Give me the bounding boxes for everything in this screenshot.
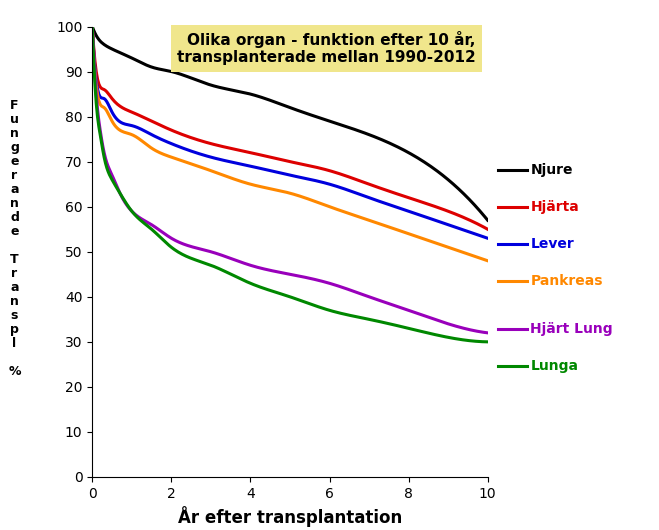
X-axis label: År efter transplantation: År efter transplantation — [178, 506, 402, 527]
Text: Lunga: Lunga — [530, 359, 579, 373]
Text: Hjärt Lung: Hjärt Lung — [530, 322, 613, 335]
Text: Olika organ - funktion efter 10 år,
transplanterade mellan 1990-2012: Olika organ - funktion efter 10 år, tran… — [177, 31, 476, 65]
Text: Pankreas: Pankreas — [530, 274, 603, 288]
Text: Hjärta: Hjärta — [530, 200, 579, 214]
Text: F
u
n
g
e
r
a
n
d
e

T
r
a
n
s
p
l

%: F u n g e r a n d e T r a n s p l % — [9, 99, 20, 378]
Text: Lever: Lever — [530, 237, 574, 251]
Text: Njure: Njure — [530, 163, 573, 176]
